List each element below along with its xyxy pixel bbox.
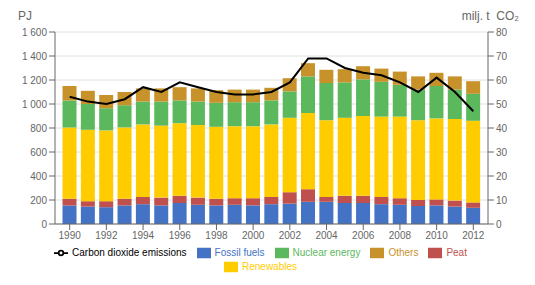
svg-text:1 600: 1 600	[22, 27, 47, 38]
svg-text:2000: 2000	[242, 230, 265, 241]
svg-text:0: 0	[496, 219, 502, 230]
svg-text:1 400: 1 400	[22, 51, 47, 62]
html-text:PJ: PJ	[18, 9, 32, 23]
svg-text:2008: 2008	[389, 230, 412, 241]
svg-text:600: 600	[30, 147, 47, 158]
svg-text:70: 70	[496, 51, 508, 62]
svg-text:800: 800	[30, 123, 47, 134]
svg-text:1 200: 1 200	[22, 75, 47, 86]
svg-text:1990: 1990	[59, 230, 82, 241]
svg-text:2010: 2010	[426, 230, 449, 241]
svg-text:400: 400	[30, 171, 47, 182]
html-text:Fossil fuels: Fossil fuels	[214, 246, 265, 258]
html-text:Nuclear energy: Nuclear energy	[292, 246, 361, 258]
svg-text:40: 40	[496, 123, 508, 134]
svg-text:60: 60	[496, 75, 508, 86]
svg-text:2012: 2012	[462, 230, 485, 241]
svg-text:1996: 1996	[169, 230, 192, 241]
svg-text:50: 50	[496, 99, 508, 110]
html-text:Peat: Peat	[446, 246, 467, 258]
svg-text:20: 20	[496, 171, 508, 182]
svg-text:2002: 2002	[279, 230, 302, 241]
html-text:Renewables: Renewables	[242, 260, 297, 272]
svg-text:10: 10	[496, 195, 508, 206]
svg-text:80: 80	[496, 27, 508, 38]
svg-text:30: 30	[496, 147, 508, 158]
svg-text:200: 200	[30, 195, 47, 206]
svg-text:2006: 2006	[352, 230, 375, 241]
html-text:Others: Others	[388, 246, 419, 258]
svg-text:1994: 1994	[132, 230, 155, 241]
svg-text:0: 0	[41, 219, 47, 230]
svg-text:2004: 2004	[315, 230, 338, 241]
html-text:milj. t CO₂: milj. t CO₂	[461, 9, 519, 23]
svg-text:1992: 1992	[95, 230, 118, 241]
html-text:Carbon dioxide emissions: Carbon dioxide emissions	[72, 246, 187, 258]
svg-text:1 000: 1 000	[22, 99, 47, 110]
svg-text:1998: 1998	[205, 230, 228, 241]
